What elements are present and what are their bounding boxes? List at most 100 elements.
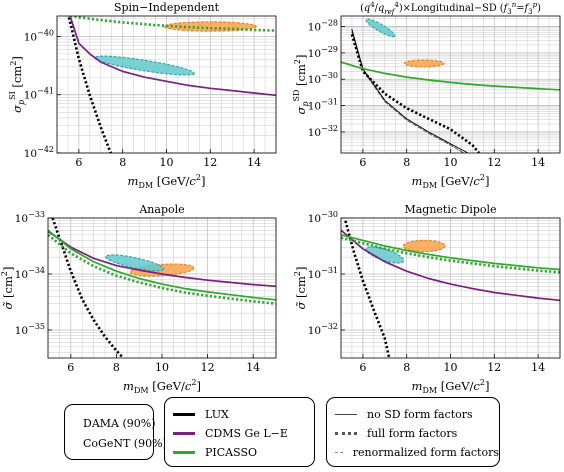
y-tick-label: 10−28: [308, 19, 338, 34]
y-tick-label: 10−32: [308, 322, 338, 337]
x-tick-label: 14: [247, 156, 261, 169]
lux-limit-line-0: [51, 218, 125, 358]
y-tick-label: 10−30: [308, 71, 338, 86]
dama-region-0: [403, 59, 445, 68]
x-tick-label: 12: [487, 156, 501, 169]
lux-limit-line-0: [67, 16, 113, 153]
y-tick-label: 10−42: [24, 145, 54, 160]
legend-cdms-label: CDMS Ge L−E: [205, 426, 288, 440]
cogent-region-1: [365, 246, 405, 264]
picasso-limit-line-2: [48, 233, 276, 305]
cdms-limit-line-1: [341, 229, 560, 302]
x-tick-label: 14: [531, 156, 545, 169]
chart-title: Magnetic Dipole: [404, 203, 496, 216]
y-axis-label: σ̃ [cm2]: [293, 267, 308, 310]
legend-cogent-label: CoGeNT (90%): [83, 436, 167, 450]
chart-panel-2: 6 8 10 12 14 10−32 10−31 10−30 10−29 10−28 (q4/qre…: [292, 1, 561, 190]
cdms-line-sample: [173, 431, 195, 435]
plot-area: [341, 18, 560, 153]
legend-renorm-label: renormalized form factors: [352, 445, 499, 459]
legend-renorm: renormalized form factors: [327, 444, 499, 460]
picasso-limit-line-3: [48, 229, 276, 301]
grid: [340, 217, 561, 358]
picasso-limit-line-3: [341, 61, 560, 91]
thin-line-sample: [335, 413, 357, 415]
y-axis-label: σ̃ [cm2]: [0, 267, 15, 310]
x-tick-label: 12: [203, 156, 217, 169]
chart-panel-3: 6 8 10 12 14 10−35 10−34 10−33 Anapole mDM [GeV/c…: [0, 203, 277, 395]
legend-no-sd-label: no SD form factors: [367, 407, 473, 421]
y-tick-label: 10−30: [308, 210, 338, 225]
legend-experiments: LUX CDMS Ge L−E PICASSO: [164, 397, 315, 467]
chart-title: Anapole: [138, 203, 184, 216]
y-tick-label: 10−32: [308, 124, 338, 139]
lux-limit-line-2: [350, 34, 480, 153]
picasso-limit-line-3: [341, 233, 560, 271]
y-axis-label: σpSI [cm2]: [8, 56, 26, 113]
y-tick-label: 10−40: [24, 28, 54, 43]
picasso-limit-line-2: [63, 16, 276, 32]
cdms-limit-line-1: [48, 230, 276, 288]
y-axis-label: σpSD [cm2]: [292, 55, 310, 115]
cdms-limit-line-1: [69, 16, 276, 97]
x-tick-label: 14: [531, 361, 545, 374]
cogent-region-1: [94, 55, 195, 76]
x-tick-label: 8: [403, 156, 410, 169]
grid: [47, 217, 277, 358]
legend-lux: LUX: [165, 406, 314, 422]
y-tick-label: 10−31: [308, 98, 338, 113]
dashed-line-sample: [335, 451, 343, 453]
x-tick-label: 10: [444, 361, 458, 374]
x-axis-label: mDM [GeV/c2]: [123, 378, 201, 395]
x-tick-label: 8: [403, 361, 410, 374]
x-tick-label: 6: [359, 361, 366, 374]
plot-area: [63, 16, 276, 153]
y-tick-label: 10−33: [15, 210, 45, 225]
picasso-line-sample: [173, 450, 195, 454]
legend-full-label: full form factors: [367, 426, 458, 440]
legend-dama: DAMA (90%): [65, 415, 156, 431]
cogent-region-1: [365, 18, 396, 38]
lux-limit-line-0: [344, 220, 391, 358]
lux-limit-line-1: [351, 31, 465, 153]
x-tick-label: 8: [113, 361, 120, 374]
y-tick-label: 10−31: [308, 266, 338, 281]
cogent-region-1: [105, 254, 165, 272]
legend-cogent: CoGeNT (90%): [65, 435, 167, 451]
x-tick-label: 6: [75, 156, 82, 169]
dotted-line-sample: [335, 431, 357, 435]
chart-title: Spin−Independent: [114, 1, 220, 14]
lux-line-sample: [173, 412, 195, 416]
legend-lux-label: LUX: [205, 407, 229, 421]
y-tick-label: 10−29: [308, 45, 338, 60]
legend-picasso-label: PICASSO: [205, 445, 258, 459]
grid: [56, 16, 277, 154]
chart-panel-4: 6 8 10 12 14 10−32 10−31 10−30 Magnetic Dipole mD…: [293, 203, 561, 395]
x-tick-label: 8: [119, 156, 126, 169]
x-axis-label: mDM [GeV/c2]: [128, 173, 206, 190]
y-tick-label: 10−34: [15, 266, 45, 281]
legend-dama-label: DAMA (90%): [83, 416, 156, 430]
x-tick-label: 6: [67, 361, 74, 374]
chart-panel-1: 6 8 10 12 14 10−42 10−41 10−40 Spin−Independent m…: [8, 1, 277, 190]
legend-regions: DAMA (90%) CoGeNT (90%): [64, 404, 167, 460]
legend-no-sd: no SD form factors: [327, 406, 499, 422]
x-axis-label: mDM [GeV/c2]: [412, 378, 490, 395]
plot-area: [341, 220, 560, 358]
dama-region-0: [402, 239, 446, 253]
chart-title: (q4/qref4)×Longitudinal−SD (f3n=f3p): [360, 1, 541, 16]
legend-cdms: CDMS Ge L−E: [165, 425, 314, 441]
legend-form-factors: no SD form factors full form factors ren…: [326, 397, 500, 467]
y-tick-label: 10−35: [15, 322, 45, 337]
picasso-limit-line-2: [341, 236, 560, 274]
x-axis-label: mDM [GeV/c2]: [412, 173, 490, 190]
x-tick-label: 10: [444, 156, 458, 169]
x-tick-label: 10: [155, 361, 169, 374]
x-tick-label: 10: [160, 156, 174, 169]
x-tick-label: 12: [487, 361, 501, 374]
legend-full: full form factors: [327, 425, 499, 441]
x-tick-label: 12: [201, 361, 215, 374]
plot-area: [48, 218, 276, 358]
y-tick-label: 10−41: [24, 87, 54, 102]
